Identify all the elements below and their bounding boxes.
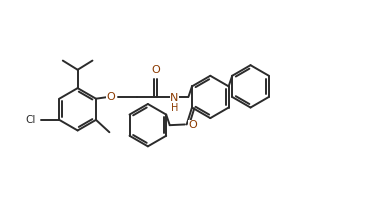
Text: Cl: Cl [26,115,36,125]
Text: N: N [170,93,178,103]
Text: O: O [189,120,197,130]
Text: O: O [106,92,115,102]
Text: H: H [171,103,178,113]
Text: O: O [151,65,160,75]
